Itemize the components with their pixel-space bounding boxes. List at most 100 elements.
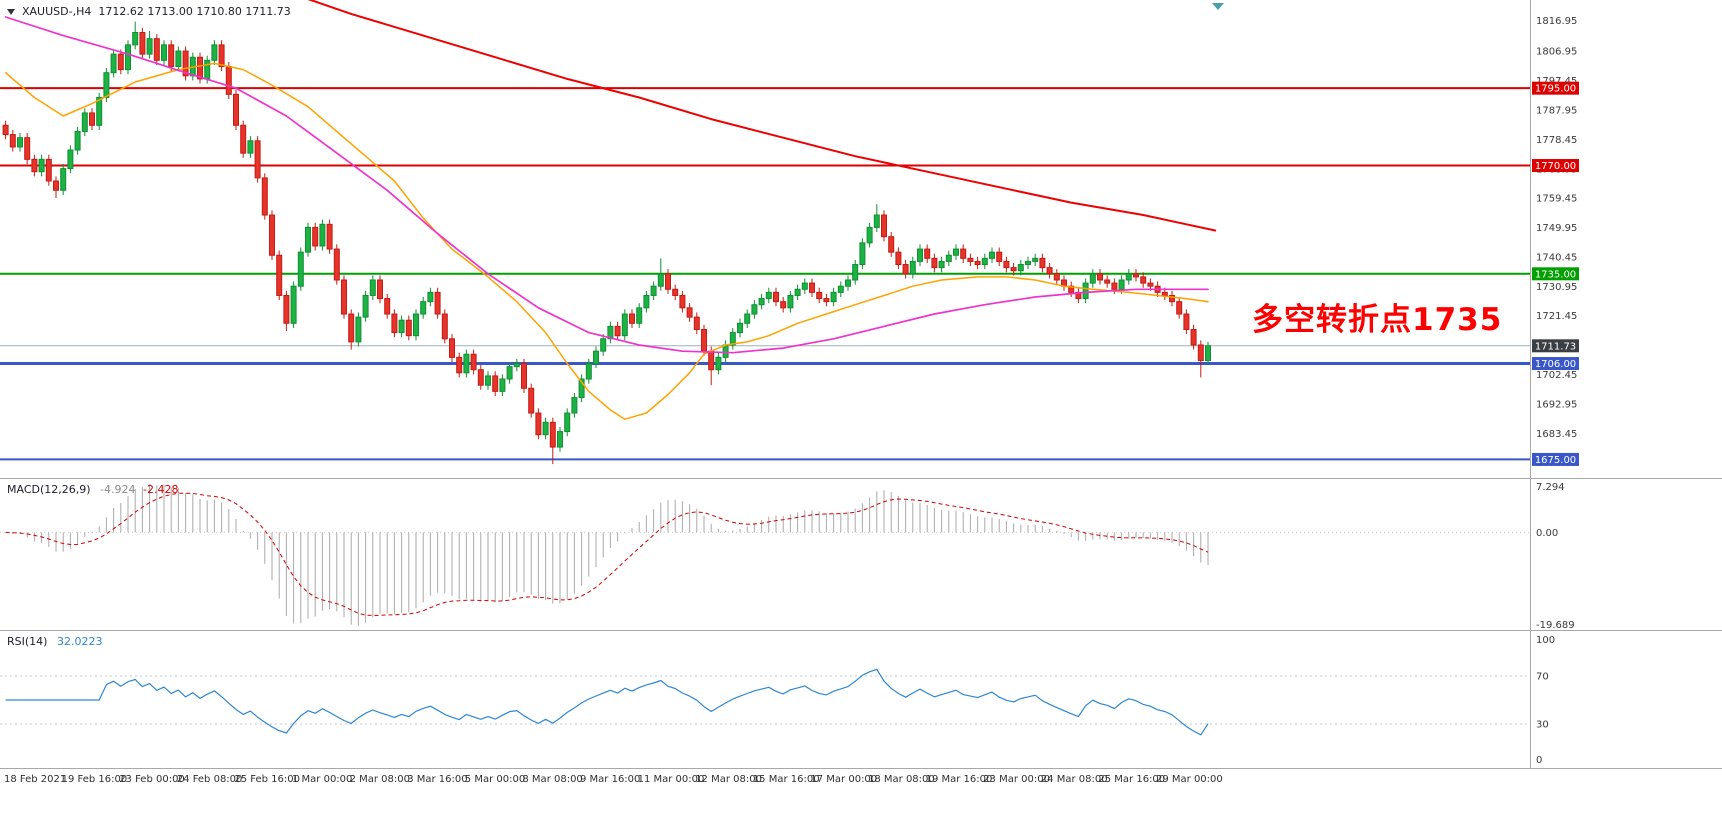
macd-axis-min: -19.689 xyxy=(1536,620,1575,631)
candle-body xyxy=(348,313,355,343)
candle-body xyxy=(830,291,837,303)
price-level-badge: 1711.73 xyxy=(1532,339,1579,353)
candle-body xyxy=(312,226,319,247)
candle-body xyxy=(477,369,484,386)
rsi-panel[interactable]: 100 70 30 0 xyxy=(0,635,1555,766)
candle-body xyxy=(837,285,844,293)
ohlc-readout: 1712.62 1713.00 1710.80 1711.73 xyxy=(98,5,291,18)
candle-body xyxy=(117,53,124,71)
candle-body xyxy=(686,307,693,318)
chart-shift-marker-icon[interactable] xyxy=(1212,3,1224,10)
analysis-annotation: 多空转折点1735 xyxy=(1252,302,1503,338)
candle-body xyxy=(787,294,794,309)
candle-body xyxy=(492,375,499,392)
candle-body xyxy=(960,248,967,259)
rsi-axis-30: 30 xyxy=(1536,720,1549,731)
candle-body xyxy=(665,273,671,290)
candle-body xyxy=(470,353,477,371)
candle-body xyxy=(1197,344,1204,361)
time-axis-label: 19 Mar 16:00 xyxy=(926,774,993,785)
candle-body xyxy=(38,158,45,173)
candle-body xyxy=(449,338,455,358)
candle-body xyxy=(859,242,866,266)
time-axis-label: 23 Feb 00:00 xyxy=(119,774,185,785)
candle-body xyxy=(1133,273,1139,278)
candle-body xyxy=(434,291,441,315)
candle-body xyxy=(924,248,931,259)
candle-body xyxy=(290,285,297,324)
candle-body xyxy=(1183,313,1190,330)
time-axis-label: 29 Mar 00:00 xyxy=(1156,774,1223,785)
candle-body xyxy=(441,313,448,340)
price-tick-label: 1816.95 xyxy=(1536,16,1577,27)
candle-body xyxy=(1118,279,1125,290)
candle-body xyxy=(1025,260,1031,266)
rsi-label: RSI(14) xyxy=(7,635,48,648)
candle-body xyxy=(744,313,751,324)
candle-body xyxy=(74,130,81,151)
macd-axis-zero: 0.00 xyxy=(1536,528,1558,539)
candle-body xyxy=(139,31,146,55)
candle-body xyxy=(571,397,578,414)
candle-body xyxy=(319,223,326,247)
symbol-dropdown-triangle-icon[interactable] xyxy=(7,8,15,15)
price-axis[interactable]: 1816.951806.951797.451787.951778.451768.… xyxy=(1532,16,1579,469)
candle-body xyxy=(1017,264,1024,272)
time-axis-label: 18 Feb 2021 xyxy=(4,774,66,785)
candle-body xyxy=(729,332,736,346)
candle-body xyxy=(909,260,916,275)
candle-body xyxy=(225,66,232,95)
candle-body xyxy=(211,44,218,61)
time-axis-label: 18 Mar 08:00 xyxy=(868,774,935,785)
price-tick-label: 1797.45 xyxy=(1536,76,1577,87)
candle-body xyxy=(823,298,830,303)
candle-body xyxy=(513,363,520,368)
candle-body xyxy=(657,273,664,287)
candle-body xyxy=(197,56,203,80)
candle-body xyxy=(679,294,686,309)
ma-slow-magenta xyxy=(4,16,1209,354)
candle-body xyxy=(89,112,95,126)
time-axis-label: 23 Mar 00:00 xyxy=(983,774,1050,785)
candle-body xyxy=(902,264,909,275)
candle-body xyxy=(413,313,419,337)
candle-body xyxy=(283,294,290,324)
candle-body xyxy=(593,350,599,365)
candle-body xyxy=(31,158,38,173)
candle-body xyxy=(427,291,434,303)
rsi-header: RSI(14) 32.0223 xyxy=(7,635,102,648)
candle-body xyxy=(297,251,304,287)
candle-body xyxy=(895,251,902,266)
candle-body xyxy=(146,38,153,55)
price-tick-label: 1702.45 xyxy=(1536,370,1577,381)
time-axis-label: 2 Mar 08:00 xyxy=(350,774,410,785)
price-tick-label: 1683.45 xyxy=(1536,429,1577,440)
candle-body xyxy=(240,124,247,154)
candle-body xyxy=(1169,294,1175,303)
macd-panel[interactable]: 7.294 0.00 -19.689 xyxy=(0,482,1575,631)
candle-body xyxy=(1111,282,1118,290)
time-axis-label: 5 Mar 00:00 xyxy=(465,774,525,785)
candle-body xyxy=(269,214,275,256)
rsi-value: 32.0223 xyxy=(56,635,103,648)
macd-main-value: -4.924 xyxy=(100,483,136,496)
candle-body xyxy=(1032,257,1039,262)
candle-body xyxy=(672,288,679,296)
time-axis-label: 12 Mar 08:00 xyxy=(695,774,762,785)
ma-fast-orange xyxy=(4,62,1209,420)
candle-body xyxy=(809,282,815,293)
candle-body xyxy=(881,214,887,238)
candle-body xyxy=(1097,273,1103,281)
rsi-axis-100: 100 xyxy=(1536,635,1555,646)
macd-axis-max: 7.294 xyxy=(1536,482,1565,493)
candle-body xyxy=(254,140,261,179)
main-price-panel[interactable] xyxy=(0,0,1530,465)
candle-body xyxy=(758,298,765,306)
candle-body xyxy=(873,214,880,228)
candle-body xyxy=(917,248,923,262)
candle-body xyxy=(636,307,643,324)
candle-body xyxy=(765,291,772,300)
candle-body xyxy=(384,298,391,315)
